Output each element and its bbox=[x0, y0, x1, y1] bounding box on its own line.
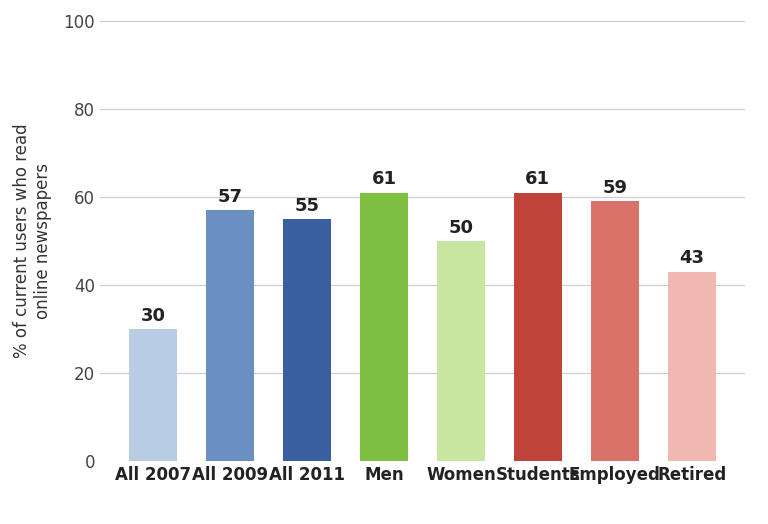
Bar bbox=[360, 193, 408, 461]
Bar bbox=[206, 210, 254, 461]
Text: 30: 30 bbox=[141, 307, 166, 325]
Bar bbox=[591, 201, 639, 461]
Y-axis label: % of current users who read
online newspapers: % of current users who read online newsp… bbox=[14, 124, 52, 358]
Text: 57: 57 bbox=[217, 188, 243, 206]
Text: 55: 55 bbox=[294, 196, 319, 215]
Bar bbox=[283, 219, 331, 461]
Bar bbox=[514, 193, 561, 461]
Text: 59: 59 bbox=[602, 179, 627, 197]
Bar bbox=[129, 329, 177, 461]
Bar bbox=[437, 241, 485, 461]
Bar bbox=[668, 272, 716, 461]
Text: 61: 61 bbox=[372, 170, 396, 188]
Text: 50: 50 bbox=[449, 219, 473, 237]
Text: 43: 43 bbox=[679, 249, 704, 267]
Text: 61: 61 bbox=[525, 170, 551, 188]
